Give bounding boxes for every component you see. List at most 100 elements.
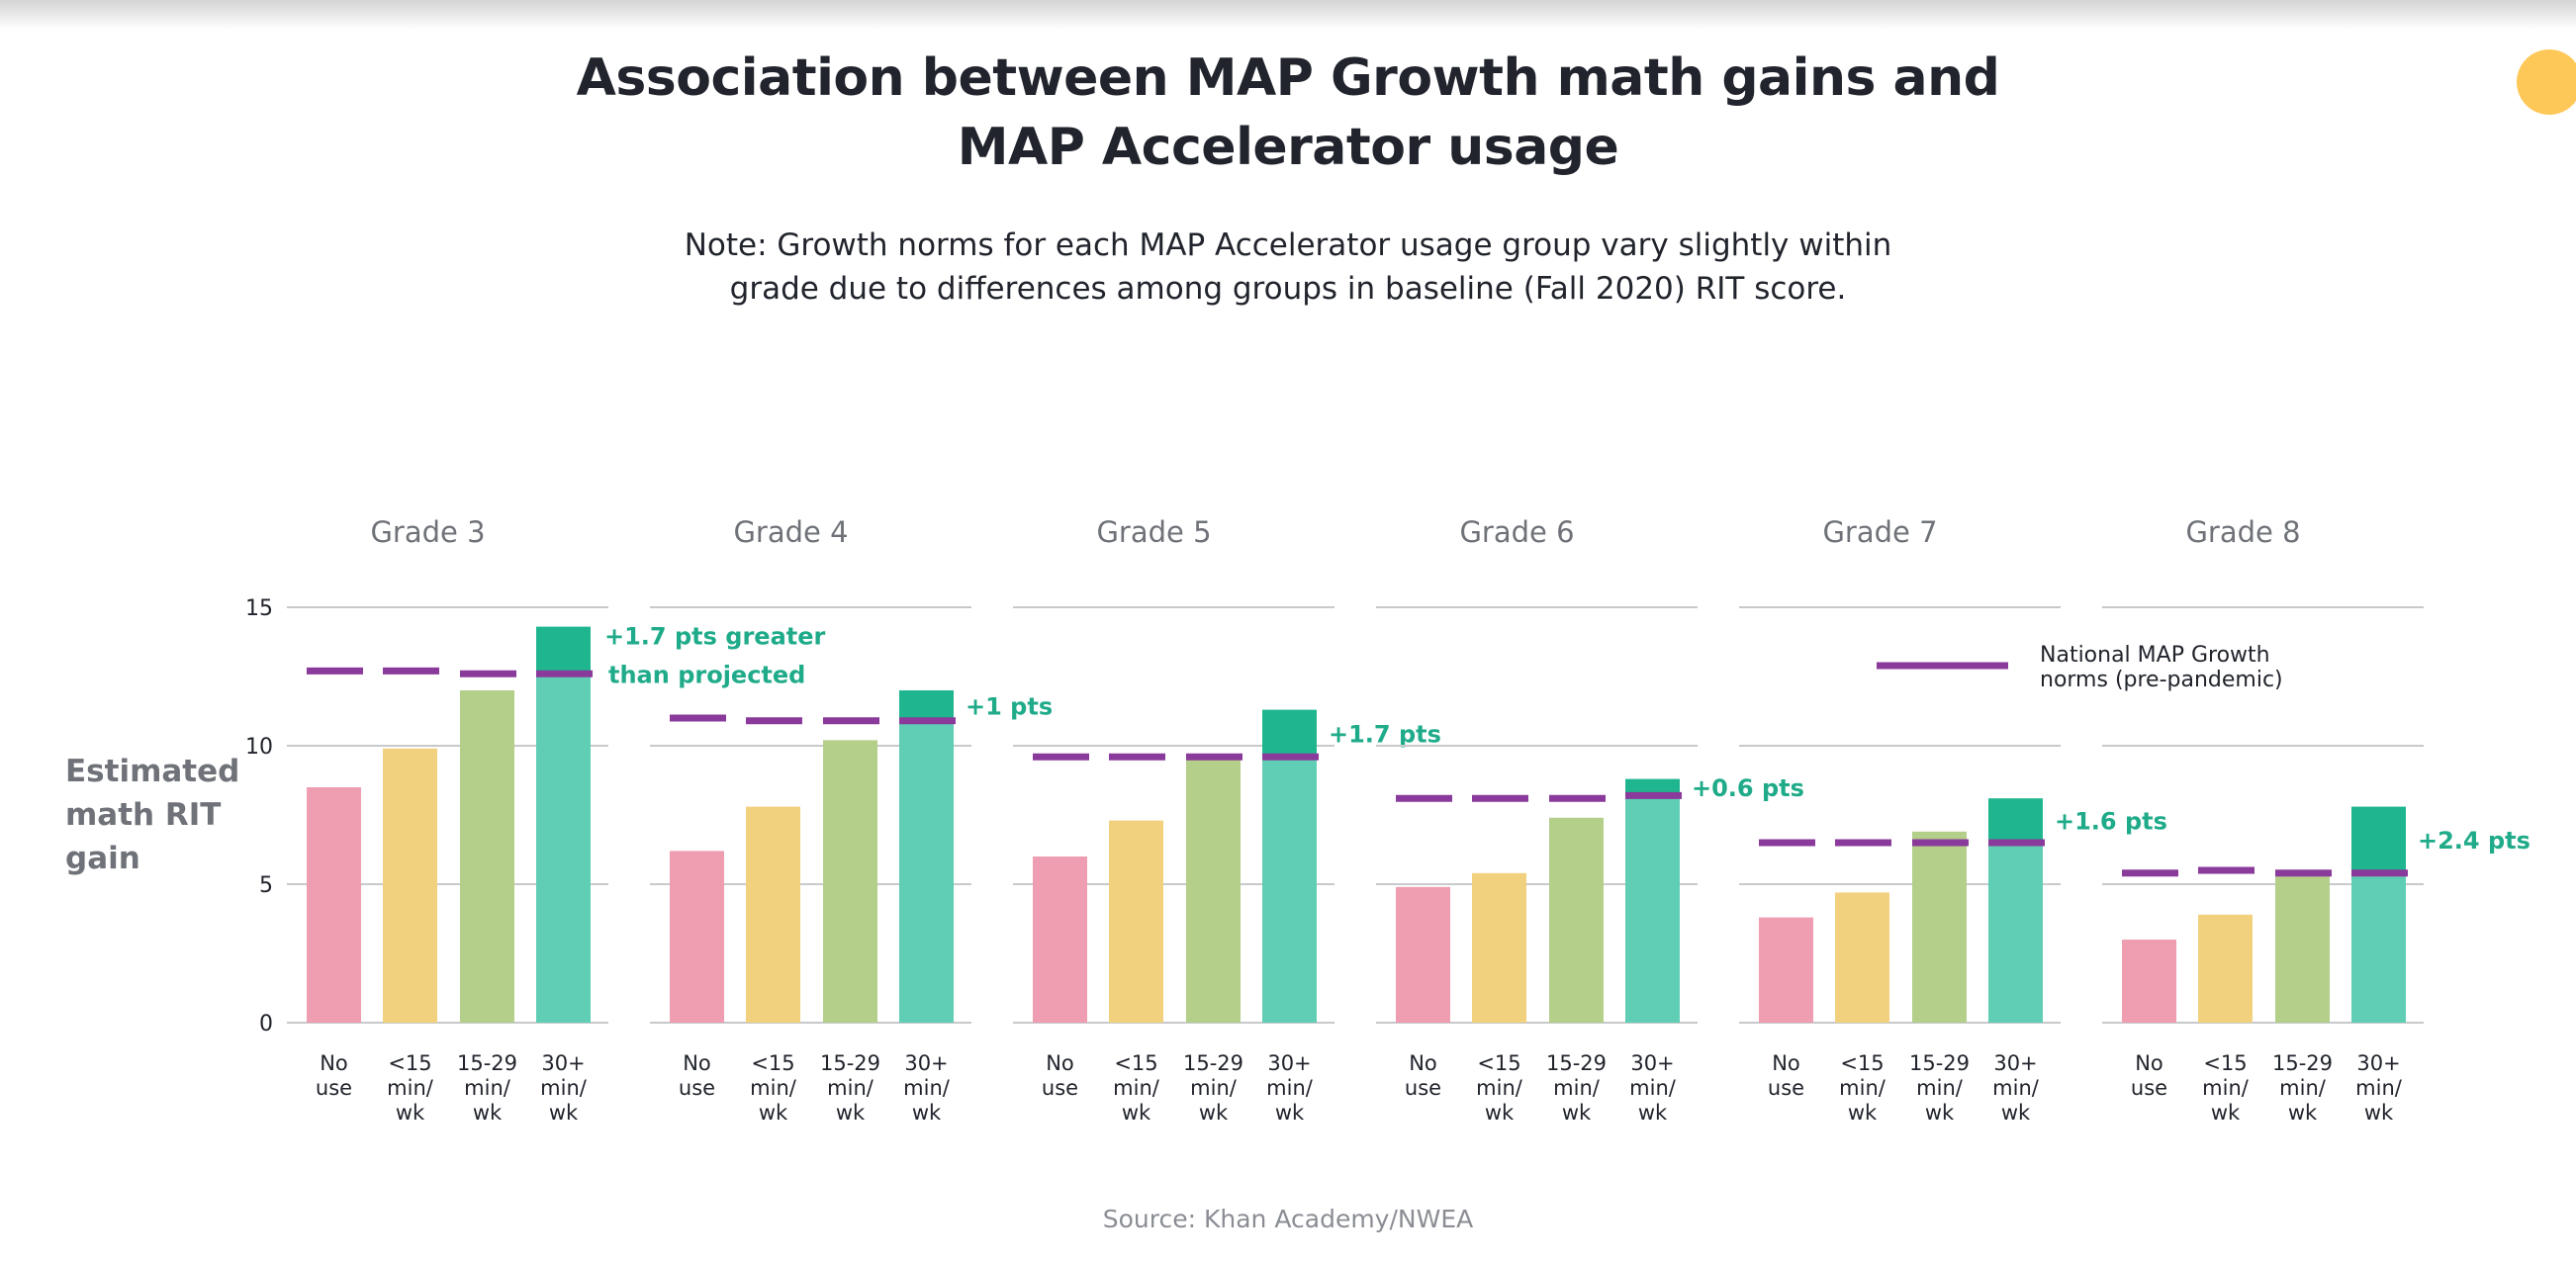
category-label: min/ (540, 1076, 588, 1100)
bar-gain-segment (2351, 806, 2406, 873)
bar (1033, 857, 1087, 1023)
category-label: 30+ (541, 1051, 585, 1075)
category-label: 15-29 (457, 1051, 517, 1075)
category-label: 15-29 (2272, 1051, 2333, 1075)
category-label: use (679, 1076, 715, 1100)
category-label: No (320, 1051, 348, 1075)
category-label: min/ (1476, 1076, 1523, 1100)
category-label: wk (473, 1101, 503, 1125)
category-label: <15 (751, 1051, 794, 1075)
category-label: use (316, 1076, 352, 1100)
category-label: 30+ (2356, 1051, 2400, 1075)
bar-gain-segment (1625, 778, 1680, 796)
category-label: 30+ (1630, 1051, 1674, 1075)
category-label: No (1772, 1051, 1800, 1075)
gain-annotation: +1.6 pts (2055, 808, 2167, 836)
gain-annotation: +1 pts (966, 692, 1053, 720)
y-tick-label: 10 (245, 735, 273, 760)
category-label: wk (2364, 1101, 2394, 1125)
chart-title-line: MAP Accelerator usage (957, 118, 1619, 177)
category-label: min/ (1113, 1076, 1160, 1100)
category-label: min/ (750, 1076, 797, 1100)
bar (1759, 917, 1813, 1023)
category-label: min/ (1190, 1076, 1238, 1100)
category-label: wk (759, 1101, 788, 1125)
category-label: min/ (1992, 1076, 2040, 1100)
bar (1262, 757, 1317, 1023)
y-axis-label: gain (65, 841, 140, 876)
category-label: 30+ (1993, 1051, 2037, 1075)
category-label: 30+ (904, 1051, 948, 1075)
category-label: wk (912, 1101, 942, 1125)
bar (2122, 940, 2176, 1023)
panel-title: Grade 4 (733, 515, 848, 549)
bar (1625, 795, 1680, 1023)
y-tick-label: 0 (259, 1012, 273, 1037)
bar (670, 851, 724, 1023)
bar (383, 748, 437, 1023)
category-label: min/ (1553, 1076, 1601, 1100)
category-label: wk (1848, 1101, 1878, 1125)
bar (536, 674, 591, 1023)
bar (746, 806, 800, 1023)
category-label: use (2131, 1076, 2167, 1100)
category-label: min/ (2202, 1076, 2250, 1100)
bar (823, 740, 877, 1023)
category-label: wk (396, 1101, 425, 1125)
gain-annotation: +2.4 pts (2418, 827, 2530, 855)
category-label: min/ (464, 1076, 511, 1100)
category-label: No (1046, 1051, 1074, 1075)
bar (1912, 831, 1967, 1023)
gain-annotation: +1.7 pts (1329, 720, 1441, 748)
bar (307, 787, 361, 1023)
category-label: <15 (1840, 1051, 1884, 1075)
category-label: <15 (388, 1051, 431, 1075)
category-label: 15-29 (1546, 1051, 1607, 1075)
bar (1988, 843, 2043, 1023)
panel-title: Grade 8 (2185, 515, 2300, 549)
panel-title: Grade 5 (1096, 515, 1211, 549)
category-label: <15 (1477, 1051, 1520, 1075)
panel-title: Grade 3 (370, 515, 485, 549)
bar (460, 690, 514, 1023)
bar (1549, 817, 1604, 1023)
chart-title-line: Association between MAP Growth math gain… (576, 48, 2000, 108)
category-label: min/ (1266, 1076, 1314, 1100)
category-label: min/ (387, 1076, 434, 1100)
category-label: wk (1562, 1101, 1592, 1125)
chart-title: Association between MAP Growth math gain… (497, 44, 2079, 182)
category-label: wk (1275, 1101, 1305, 1125)
category-label: <15 (2203, 1051, 2247, 1075)
bar-gain-segment (899, 690, 954, 721)
category-label: 15-29 (1183, 1051, 1243, 1075)
gain-annotation: +1.7 pts greater (604, 623, 826, 651)
top-shade (0, 0, 2576, 30)
legend-label: norms (pre-pandemic) (2040, 668, 2283, 692)
category-label: wk (2288, 1101, 2318, 1125)
bar (2275, 875, 2330, 1023)
category-label: min/ (1916, 1076, 1964, 1100)
bar (1472, 872, 1526, 1023)
category-label: No (1409, 1051, 1437, 1075)
category-label: min/ (2279, 1076, 2327, 1100)
bar-gain-segment (536, 626, 591, 675)
y-tick-label: 5 (259, 873, 273, 898)
bar (2198, 914, 2253, 1023)
bar (1835, 892, 1889, 1023)
category-label: wk (1925, 1101, 1955, 1125)
legend-label: National MAP Growth (2040, 643, 2270, 668)
category-label: use (1768, 1076, 1804, 1100)
category-label: wk (1638, 1101, 1668, 1125)
y-tick-label: 15 (245, 596, 273, 621)
category-label: No (2135, 1051, 2163, 1075)
category-label: use (1042, 1076, 1078, 1100)
category-label: wk (549, 1101, 579, 1125)
category-label: min/ (1839, 1076, 1886, 1100)
category-label: wk (836, 1101, 866, 1125)
category-label: wk (1122, 1101, 1151, 1125)
bar (1396, 886, 1450, 1023)
chart-note-line: Note: Growth norms for each MAP Accelera… (684, 227, 1892, 263)
bar-gain-segment (1262, 709, 1317, 758)
category-label: 15-29 (1909, 1051, 1970, 1075)
